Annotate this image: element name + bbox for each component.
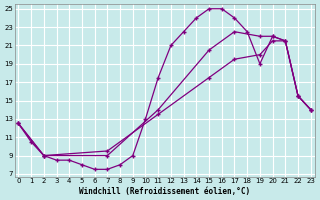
X-axis label: Windchill (Refroidissement éolien,°C): Windchill (Refroidissement éolien,°C) [79, 187, 250, 196]
